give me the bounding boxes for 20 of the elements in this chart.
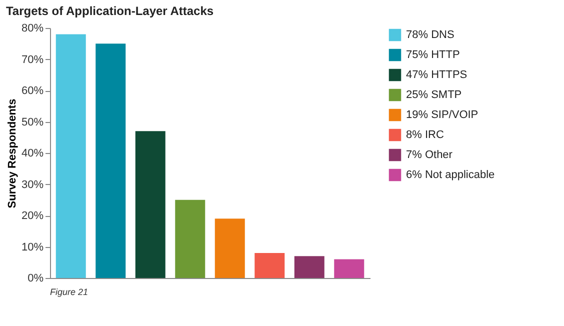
legend-label: 78% DNS <box>406 29 454 41</box>
legend-label: 47% HTTPS <box>406 69 468 81</box>
y-tick-label: 50% <box>21 116 44 128</box>
y-tick-label: 70% <box>21 54 44 66</box>
legend-label: 8% IRC <box>406 129 444 141</box>
legend-label: 19% SIP/VOIP <box>406 109 478 121</box>
y-tick-label: 40% <box>21 148 44 160</box>
y-tick-label: 80% <box>21 22 44 34</box>
legend-label: 75% HTTP <box>406 49 460 61</box>
y-tick-label: 60% <box>21 85 44 97</box>
legend-label: 6% Not applicable <box>406 169 495 181</box>
y-axis-title: Survey Respondents <box>6 98 18 208</box>
caption: Figure 21 <box>50 287 88 297</box>
legend-label: 7% Other <box>406 149 453 161</box>
y-tick-label: 0% <box>28 272 44 284</box>
y-tick-label: 30% <box>21 178 44 191</box>
y-tick-label: 20% <box>21 210 44 222</box>
chart-title: Targets of Application-Layer Attacks <box>6 4 214 18</box>
y-tick-label: 10% <box>21 241 44 254</box>
legend-label: 25% SMTP <box>406 89 462 101</box>
